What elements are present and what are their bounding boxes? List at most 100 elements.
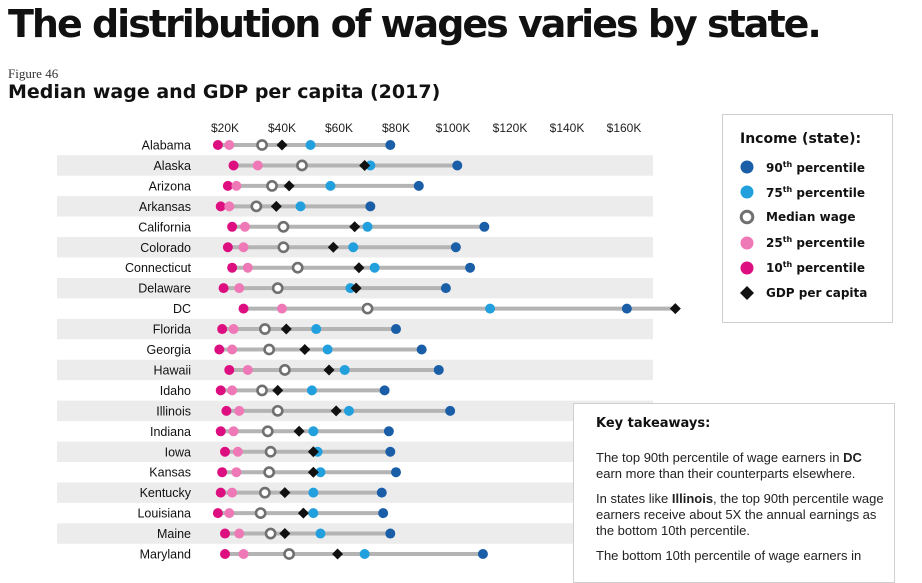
p75-dot xyxy=(311,324,322,335)
p75-dot xyxy=(369,262,380,273)
median-marker xyxy=(258,323,271,335)
gdp-diamond xyxy=(349,221,361,233)
legend-marker-median-icon xyxy=(739,209,755,225)
p25-dot xyxy=(227,344,238,355)
legend-label: Median wage xyxy=(766,210,856,225)
p10-dot xyxy=(221,405,232,416)
p25-dot xyxy=(228,426,239,437)
p25-dot xyxy=(227,385,238,396)
chart-title: Median wage and GDP per capita (2017) xyxy=(8,81,441,103)
state-label: DC xyxy=(173,302,191,316)
gdp-diamond xyxy=(280,323,292,335)
p75-dot xyxy=(339,364,350,375)
gdp-diamond xyxy=(327,241,339,253)
median-marker xyxy=(277,220,290,233)
x-tick-label: $120K xyxy=(493,121,528,135)
gdp-diamond xyxy=(307,466,319,478)
median-marker xyxy=(264,527,277,540)
legend-item-gdp: GDP per capita xyxy=(739,283,867,303)
gdp-diamond xyxy=(330,405,342,417)
p10-dot xyxy=(222,242,233,253)
p75-dot xyxy=(306,385,317,396)
legend-title: Income (state): xyxy=(740,131,862,147)
legend-item-median: Median wage xyxy=(739,207,856,227)
gdp-diamond xyxy=(353,262,365,274)
p25-dot xyxy=(228,324,239,335)
p90-dot xyxy=(465,262,476,273)
p75-dot xyxy=(322,344,333,355)
state-label: California xyxy=(138,220,191,234)
p75-dot xyxy=(308,508,319,519)
state-label: Maryland xyxy=(140,548,191,562)
p10-dot xyxy=(220,446,230,457)
p25-dot xyxy=(231,180,242,191)
p90-dot xyxy=(477,549,488,559)
median-marker xyxy=(250,200,263,213)
x-tick-label: $20K xyxy=(211,121,239,135)
p75-dot xyxy=(359,549,370,559)
state-label: Louisiana xyxy=(137,507,191,521)
p25-dot xyxy=(224,508,235,519)
gdp-diamond xyxy=(332,548,344,560)
p75-dot xyxy=(295,201,306,212)
state-label: Idaho xyxy=(160,384,191,398)
legend-label: 75th percentile xyxy=(766,184,865,200)
x-tick-label: $60K xyxy=(325,121,353,135)
p90-dot xyxy=(391,324,401,335)
legend-marker-p90-icon xyxy=(739,159,755,175)
p90-dot xyxy=(440,283,451,294)
p90-dot xyxy=(445,405,456,416)
wage-distribution-chart: $20K $40K $60K $80K $100K $120K $140K $160K Alab… xyxy=(57,121,681,562)
state-label: Hawaii xyxy=(153,363,191,377)
x-tick-label: $140K xyxy=(550,121,585,135)
state-label: Delaware xyxy=(138,282,191,296)
median-marker xyxy=(256,384,268,397)
median-marker xyxy=(278,364,291,376)
p10-dot xyxy=(222,180,233,191)
p10-dot xyxy=(215,426,226,437)
median-marker xyxy=(263,466,276,479)
p10-dot xyxy=(212,140,223,150)
legend-marker-gdp-icon xyxy=(739,285,755,301)
p10-dot xyxy=(220,549,230,559)
p90-dot xyxy=(378,508,389,519)
legend-label: GDP per capita xyxy=(766,286,868,300)
p90-dot xyxy=(621,303,632,314)
gdp-diamond xyxy=(293,425,305,437)
key-takeaways-title: Key takeaways: xyxy=(596,416,711,431)
state-label: Arizona xyxy=(149,179,191,193)
state-label: Georgia xyxy=(147,343,192,357)
p75-dot xyxy=(485,303,496,314)
page-headline: The distribution of wages varies by stat… xyxy=(8,2,822,46)
p10-dot xyxy=(214,344,225,355)
p25-dot xyxy=(277,303,287,314)
p90-dot xyxy=(383,426,394,437)
p90-dot xyxy=(416,344,427,355)
gdp-diamond xyxy=(669,303,681,315)
p75-dot xyxy=(315,528,326,539)
legend-item-p25: 25th percentile xyxy=(739,233,865,253)
median-marker xyxy=(277,241,290,254)
legend-label: 10th percentile xyxy=(766,260,865,276)
gdp-diamond xyxy=(307,446,319,458)
p25-dot xyxy=(234,283,245,294)
p10-dot xyxy=(218,283,229,294)
p90-dot xyxy=(452,160,463,171)
figure-label: Figure 46 xyxy=(8,66,59,81)
p90-dot xyxy=(379,385,390,396)
p90-dot xyxy=(413,180,424,191)
p10-dot xyxy=(227,221,238,232)
p90-dot xyxy=(479,221,490,232)
legend: Income (state): 90th percentile 75th perc… xyxy=(722,114,893,323)
p10-dot xyxy=(228,160,239,171)
p75-dot xyxy=(362,221,373,232)
legend-item-p75: 75th percentile xyxy=(739,182,865,202)
gdp-diamond xyxy=(297,507,309,519)
p90-dot xyxy=(391,467,401,478)
p75-dot xyxy=(308,487,319,498)
x-tick-label: $80K xyxy=(382,121,410,135)
state-label: Connecticut xyxy=(125,261,192,275)
median-marker xyxy=(266,179,278,192)
p90-dot xyxy=(385,446,396,457)
state-label: Indiana xyxy=(150,425,191,439)
